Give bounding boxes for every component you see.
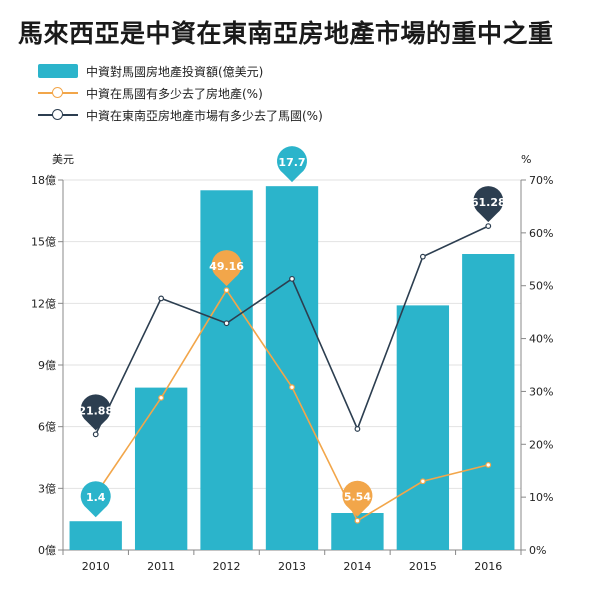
- callout-label: 17.7: [278, 156, 305, 169]
- callout-label: 1.4: [86, 491, 106, 504]
- legend-orange-line-swatch: [38, 86, 78, 100]
- y-axis-right-tick-label: 10%: [529, 491, 553, 504]
- legend-label: 中資在馬國有多少去了房地產(%): [86, 86, 263, 101]
- x-axis-tick-label: 2014: [343, 560, 371, 573]
- line-point: [223, 287, 230, 294]
- bar: [69, 521, 122, 550]
- y-axis-left-tick-label: 15億: [31, 236, 56, 249]
- y-axis-left-tick-label: 12億: [31, 297, 56, 310]
- line-point: [223, 320, 230, 327]
- line-point: [354, 517, 361, 524]
- line-point: [289, 275, 295, 282]
- legend-label: 中資對馬國房地產投資額(億美元): [86, 64, 264, 79]
- y-axis-right-tick-label: 70%: [529, 174, 553, 187]
- line-point: [158, 295, 165, 302]
- line-point: [354, 426, 361, 432]
- line-point: [158, 394, 165, 401]
- line-point: [419, 253, 426, 260]
- x-axis-tick-label: 2013: [278, 560, 306, 573]
- y-axis-left-unit: 美元: [52, 153, 74, 166]
- callout-label: 61.28: [471, 196, 506, 209]
- y-axis-right-tick-label: 40%: [529, 333, 553, 346]
- y-axis-left-tick-label: 6億: [38, 421, 56, 434]
- bar: [462, 254, 515, 550]
- chart-legend: 中資對馬國房地產投資額(億美元) 中資在馬國有多少去了房地產(%) 中資在東南亞…: [38, 60, 323, 126]
- line-point: [419, 478, 426, 485]
- chart-title: 馬來西亞是中資在東南亞房地產市場的重中之重: [18, 19, 554, 48]
- legend-navy-line-swatch: [38, 108, 78, 122]
- line-point: [485, 462, 492, 468]
- line-point: [92, 431, 99, 438]
- bar: [200, 190, 253, 550]
- callout-pin: [80, 394, 111, 431]
- y-axis-right-tick-label: 50%: [529, 280, 553, 293]
- callout-pin: [211, 250, 242, 287]
- legend-item-investment: 中資對馬國房地產投資額(億美元): [38, 60, 323, 82]
- x-axis-tick-label: 2012: [213, 560, 241, 573]
- y-axis-right-unit: %: [521, 153, 531, 166]
- bar: [265, 186, 319, 550]
- x-axis-tick-label: 2016: [474, 560, 502, 573]
- callout-pin: [276, 146, 308, 183]
- y-axis-left-tick-label: 3億: [38, 482, 56, 495]
- callout-label: 21.88: [78, 404, 113, 417]
- y-axis-right-tick-label: 30%: [529, 385, 553, 398]
- callout-pin: [473, 186, 504, 223]
- line-point: [289, 384, 295, 391]
- bar: [134, 387, 188, 550]
- legend-item-malaysia-share: 中資在東南亞房地產市場有多少去了馬國(%): [38, 104, 323, 126]
- bar: [396, 305, 450, 550]
- y-axis-right-tick-label: 20%: [529, 438, 553, 451]
- x-axis-tick-label: 2015: [409, 560, 437, 573]
- y-axis-left-tick-label: 18億: [31, 174, 56, 187]
- legend-item-property-share: 中資在馬國有多少去了房地產(%): [38, 82, 323, 104]
- callout-pin: [80, 481, 111, 518]
- callout-pin: [342, 480, 373, 517]
- line-point: [485, 223, 492, 229]
- callout-label: 49.16: [209, 260, 244, 273]
- x-axis-tick-label: 2011: [147, 560, 175, 573]
- y-axis-left-tick-label: 0億: [38, 544, 56, 557]
- legend-label: 中資在東南亞房地產市場有多少去了馬國(%): [86, 108, 323, 123]
- y-axis-left-tick-label: 9億: [38, 359, 56, 372]
- callout-label: 5.54: [344, 491, 371, 504]
- y-axis-right-tick-label: 0%: [529, 544, 546, 557]
- x-axis-tick-label: 2010: [82, 560, 110, 573]
- y-axis-right-tick-label: 60%: [529, 227, 553, 240]
- legend-bar-swatch: [38, 64, 78, 78]
